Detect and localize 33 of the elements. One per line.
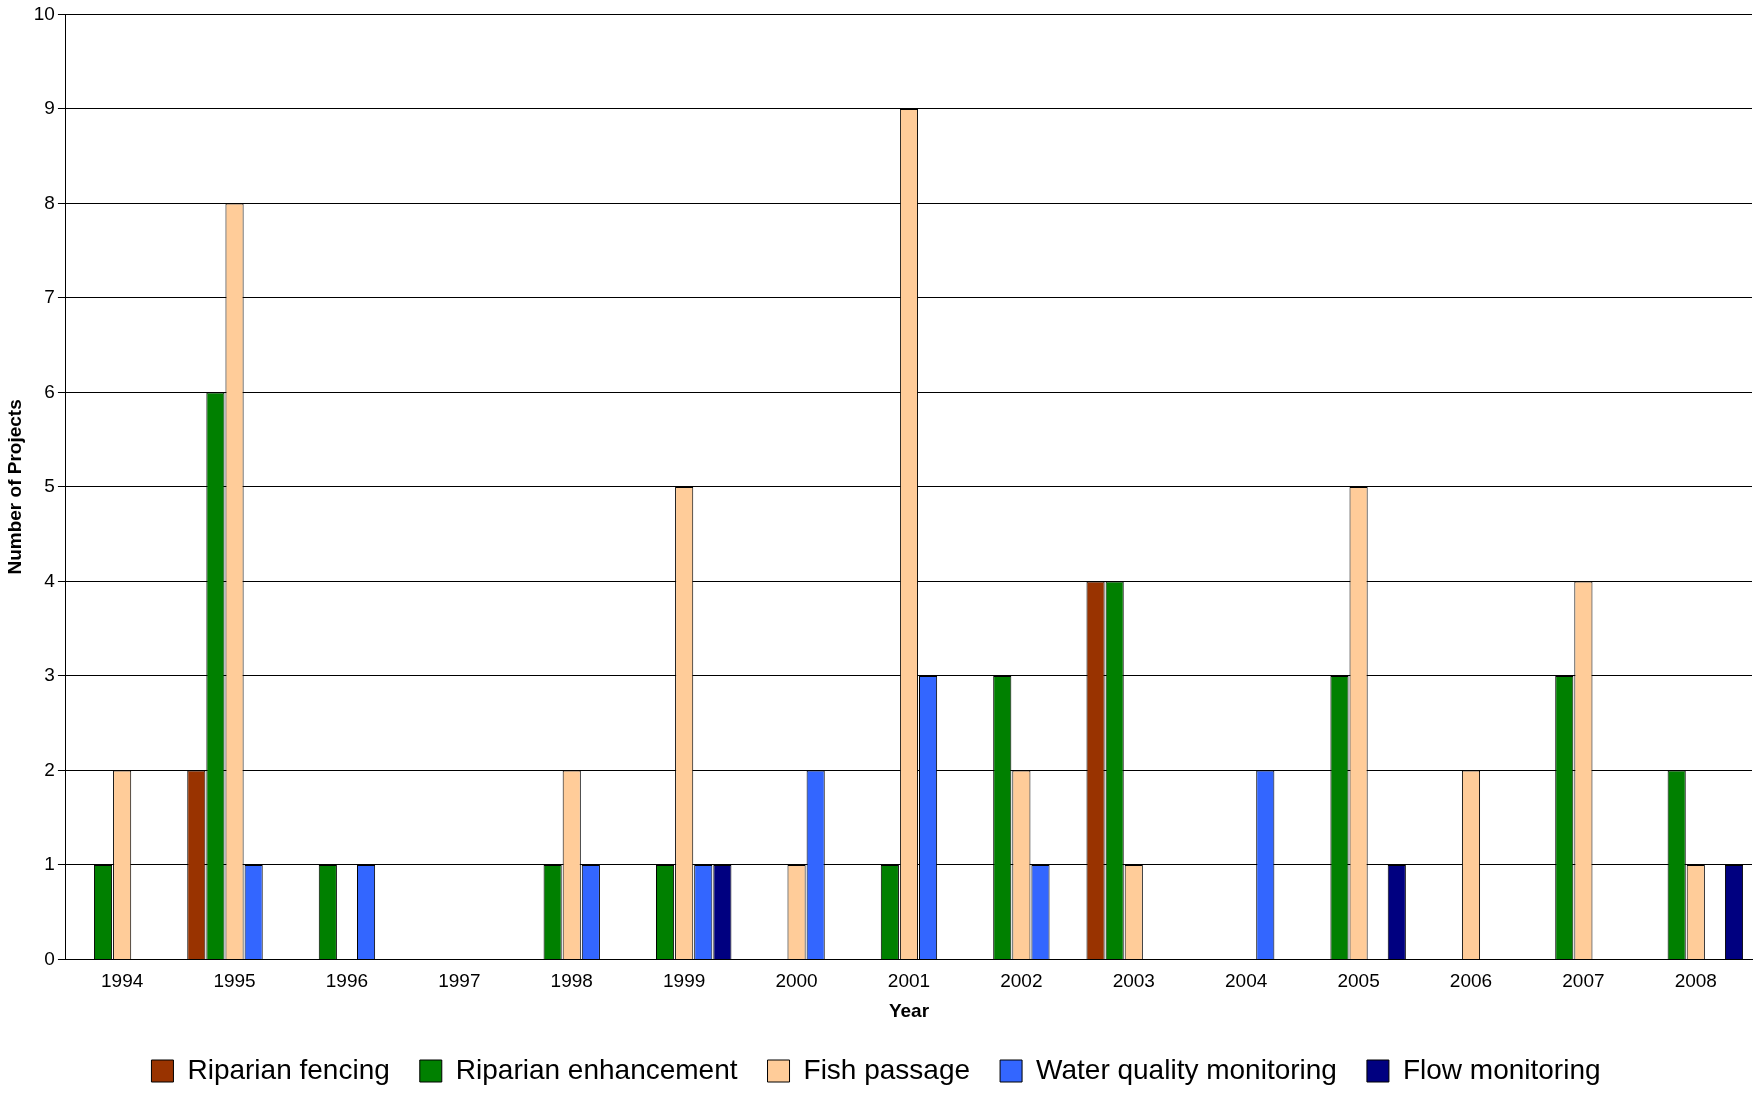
y-tick-label: 9 [44,97,55,119]
y-tick-label: 7 [44,286,55,308]
y-tick-label: 4 [44,569,56,591]
x-tick-label: 1996 [325,970,369,992]
y-tick-label: 8 [44,191,55,213]
y-tick-label: 10 [33,2,55,24]
legend-label: Water quality monitoring [1036,1053,1337,1085]
x-tick-label: 2000 [775,970,818,992]
x-tick-label: 2002 [1000,970,1043,992]
y-tick-label: 2 [44,758,55,780]
legend-label: Riparian enhancement [455,1053,738,1085]
x-tick-label: 2001 [887,970,931,992]
y-tick-label: 6 [44,380,55,402]
x-tick-label: 2003 [1112,970,1155,992]
x-tick-label: 1997 [438,970,481,992]
x-tick-label: 1998 [550,970,593,992]
x-tick-label: 1994 [101,970,144,992]
x-axis-title: Year [888,999,930,1021]
y-tick-label: 5 [44,475,55,497]
y-tick-label: 0 [44,947,55,969]
legend-label: Flow monitoring [1402,1053,1601,1085]
y-tick-label: 1 [44,853,55,875]
x-tick-label: 2008 [1674,970,1717,992]
x-tick-label: 2004 [1225,970,1268,992]
y-tick-label: 3 [44,664,55,686]
x-tick-label: 1995 [213,970,256,992]
x-tick-label: 2006 [1449,970,1493,992]
x-tick-label: 1999 [663,970,706,992]
legend-label: Riparian fencing [187,1053,390,1085]
x-tick-label: 2005 [1337,970,1380,992]
legend-label: Fish passage [803,1053,971,1085]
x-tick-label: 2007 [1562,970,1605,992]
y-axis-title: Number of Projects [3,399,25,575]
